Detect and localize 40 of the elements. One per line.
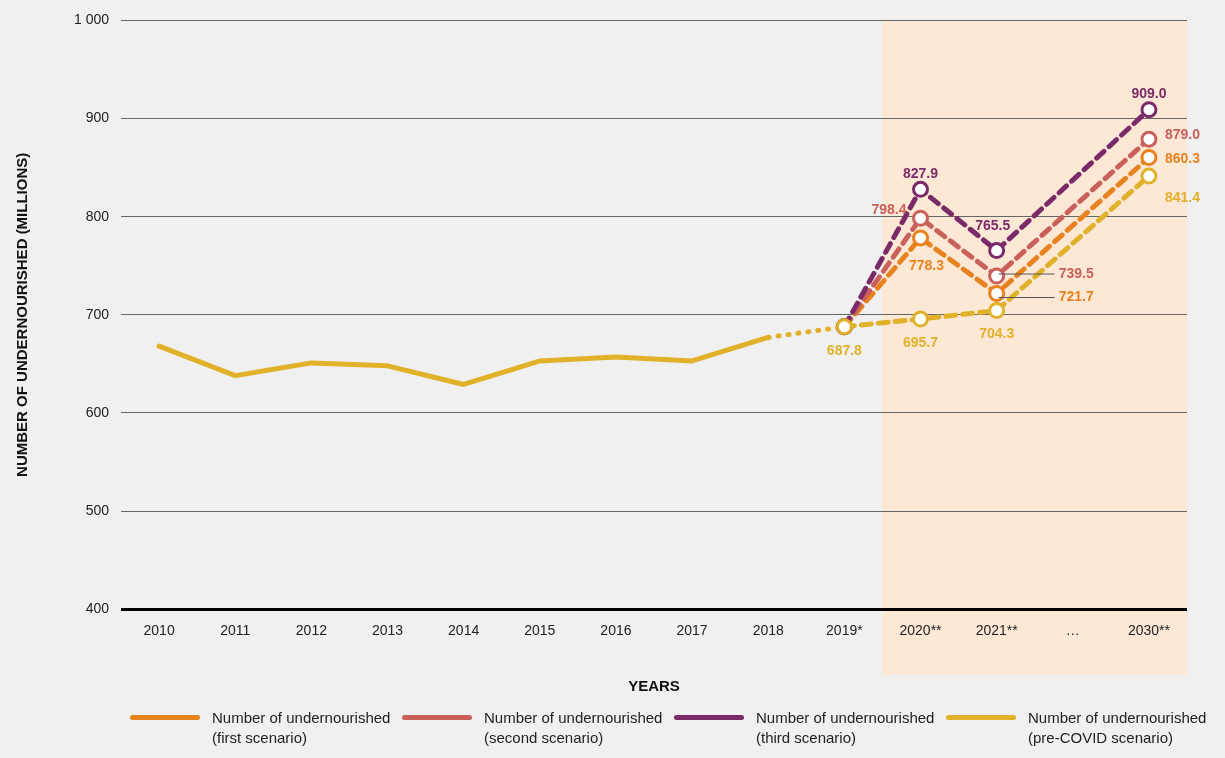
x-tick-label: 2011 bbox=[220, 622, 251, 639]
data-label: 778.3 bbox=[908, 256, 945, 273]
x-axis-title: YEARS bbox=[628, 677, 680, 695]
data-label: 765.5 bbox=[975, 217, 1011, 234]
y-axis-title: NUMBER OF UNDERNOURISHED (MILLIONS) bbox=[13, 152, 31, 477]
data-label: 860.3 bbox=[1164, 150, 1201, 167]
x-tick-label: 2015 bbox=[524, 622, 556, 639]
legend-label: Number of undernourished (pre-COVID scenario) bbox=[1028, 708, 1208, 748]
y-tick-label: 600 bbox=[85, 403, 110, 420]
y-tick-label: 400 bbox=[85, 600, 110, 617]
data-label: 739.5 bbox=[1058, 264, 1094, 281]
data-label: 721.7 bbox=[1058, 288, 1094, 305]
y-tick-label: 700 bbox=[85, 305, 110, 322]
data-label: 879.0 bbox=[1164, 126, 1201, 142]
legend-label: Number of undernourished (third scenario) bbox=[756, 708, 936, 748]
x-tick-label: 2020** bbox=[899, 622, 943, 639]
y-tick-label: 900 bbox=[85, 109, 110, 126]
legend-label: Number of undernourished (second scenario) bbox=[484, 708, 664, 748]
y-tick-label: 500 bbox=[85, 501, 110, 518]
y-tick-label: 800 bbox=[85, 207, 110, 224]
data-label: 798.4 bbox=[871, 201, 907, 218]
x-tick-label: 2016 bbox=[600, 622, 632, 639]
data-label: 704.3 bbox=[979, 325, 1015, 342]
x-tick-label: 2018 bbox=[752, 622, 785, 639]
data-label: 909.0 bbox=[1131, 84, 1167, 101]
x-tick-label: 2014 bbox=[448, 622, 480, 639]
x-tick-label: 2030** bbox=[1127, 622, 1171, 639]
x-tick-label: 2017 bbox=[676, 622, 708, 639]
x-tick-label: 2021** bbox=[975, 622, 1019, 639]
data-label: 687.8 bbox=[826, 341, 863, 358]
x-tick-label: 2019* bbox=[826, 622, 864, 639]
data-label: 827.9 bbox=[902, 165, 939, 182]
legend-label: Number of undernourished (first scenario) bbox=[212, 708, 392, 748]
x-tick-label: 2010 bbox=[143, 622, 175, 639]
data-label: 695.7 bbox=[902, 333, 939, 350]
y-tick-label: 1 000 bbox=[73, 11, 110, 28]
x-tick-label: 2013 bbox=[371, 622, 404, 639]
x-tick-label: … bbox=[1065, 622, 1080, 639]
x-tick-label: 2012 bbox=[295, 622, 328, 639]
data-label: 841.4 bbox=[1164, 188, 1201, 205]
